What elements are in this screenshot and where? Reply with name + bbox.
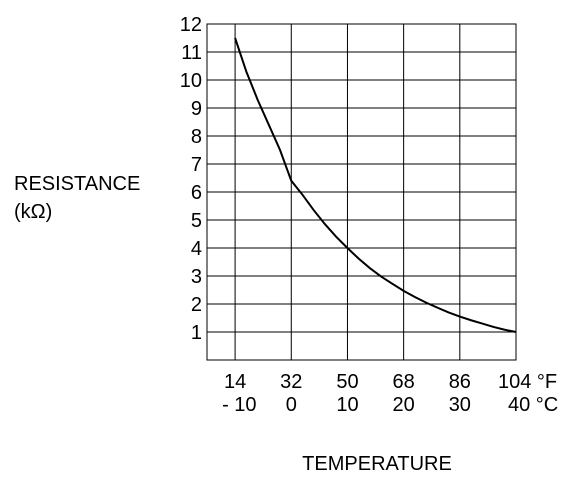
resistance-curve xyxy=(234,37,517,333)
y-tick-label: 10 xyxy=(180,70,202,92)
x-tick-label-celsius: 40 °C xyxy=(508,394,558,416)
plot-frame xyxy=(206,23,517,361)
x-tick-label-fahrenheit: 50 xyxy=(336,371,358,393)
x-tick-label-fahrenheit: 104 °F xyxy=(498,371,557,393)
x-tick-label-fahrenheit: 14 xyxy=(224,371,246,393)
x-tick-label-celsius: 0 xyxy=(286,394,297,416)
x-tick-label-fahrenheit: 68 xyxy=(393,371,415,393)
grid-lines xyxy=(207,23,517,360)
x-tick-label-celsius: - 10 xyxy=(222,394,256,416)
x-axis-title: TEMPERATURE xyxy=(302,453,452,475)
y-tick-label: 5 xyxy=(191,210,202,232)
y-tick-label: 1 xyxy=(191,322,202,344)
x-tick-label-celsius: 30 xyxy=(449,394,471,416)
y-tick-label: 8 xyxy=(191,126,202,148)
x-tick-label-fahrenheit: 86 xyxy=(449,371,471,393)
x-tick-label-fahrenheit: 32 xyxy=(280,371,302,393)
y-tick-label: 7 xyxy=(191,154,202,176)
y-tick-label: 11 xyxy=(181,42,202,64)
x-tick-label-celsius: 10 xyxy=(336,394,358,416)
y-axis-title-line-1: RESISTANCE xyxy=(14,173,140,195)
y-tick-label: 3 xyxy=(191,266,202,288)
y-axis-title-line-2: (kΩ) xyxy=(14,201,52,223)
y-tick-label: 12 xyxy=(180,14,202,36)
y-tick-label: 2 xyxy=(191,294,202,316)
x-tick-label-celsius: 20 xyxy=(393,394,415,416)
y-tick-label: 4 xyxy=(191,238,202,260)
y-tick-label: 9 xyxy=(191,98,202,120)
y-tick-label: 6 xyxy=(191,182,202,204)
